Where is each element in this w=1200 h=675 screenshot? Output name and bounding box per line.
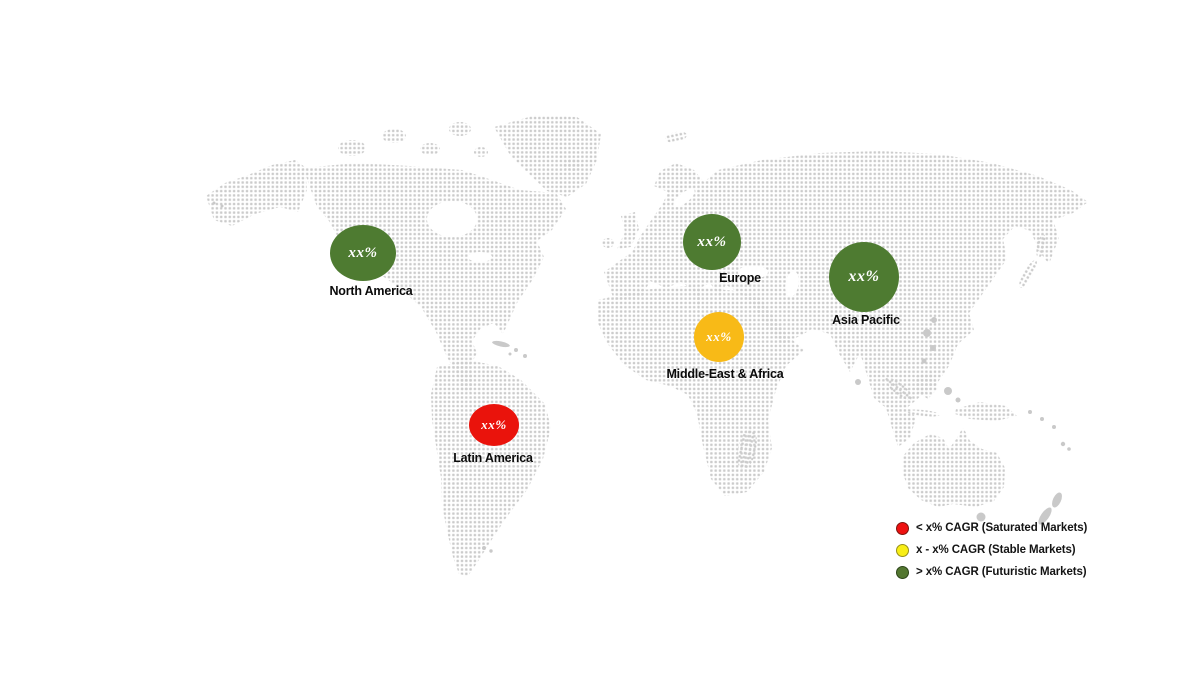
legend-dot-yellow-icon xyxy=(896,543,909,557)
region-label-europe: Europe xyxy=(719,271,761,285)
iceland xyxy=(563,159,583,171)
aleutian-islands xyxy=(220,204,224,208)
sri-lanka xyxy=(855,379,861,385)
philippines xyxy=(930,345,936,351)
region-label-latin-america: Latin America xyxy=(453,451,533,465)
continent-alaska xyxy=(206,160,307,226)
svalbard xyxy=(665,131,687,143)
legend-dot-red-icon xyxy=(896,521,909,535)
new-guinea xyxy=(955,402,1017,421)
falkland-islands xyxy=(489,549,493,553)
baltic-sea xyxy=(673,189,695,207)
arctic-islands xyxy=(474,147,488,157)
caspian-sea xyxy=(785,271,799,297)
taiwan xyxy=(931,317,937,323)
bubble-value: xx% xyxy=(697,233,727,250)
caribbean-islands xyxy=(514,348,518,352)
pacific-islands xyxy=(1040,417,1044,421)
black-sea xyxy=(738,265,768,279)
continents xyxy=(206,115,1088,576)
bubble-value: xx% xyxy=(848,268,880,285)
bubble-europe: xx% xyxy=(683,214,741,270)
continent-africa xyxy=(597,286,804,496)
bubble-value: xx% xyxy=(348,244,378,261)
region-label-middle-east-africa: Middle-East & Africa xyxy=(666,367,784,381)
pacific-islands xyxy=(1060,441,1066,447)
aleutian-islands xyxy=(212,201,216,205)
new-zealand xyxy=(1038,507,1052,525)
bubble-asia-pacific: xx% xyxy=(829,242,899,312)
legend-item-stable: x - x% CAGR (Stable Markets) xyxy=(896,543,1087,557)
great-lakes xyxy=(468,252,492,262)
pacific-islands xyxy=(1052,425,1056,429)
region-label-asia-pacific: Asia Pacific xyxy=(832,313,900,327)
ireland xyxy=(602,238,614,248)
caribbean-islands xyxy=(508,352,512,356)
arctic-islands xyxy=(382,129,406,143)
caribbean-islands xyxy=(523,354,527,358)
continent-north-america xyxy=(303,163,566,393)
sulawesi xyxy=(944,387,952,395)
legend-dot-green-icon xyxy=(896,565,909,579)
continent-south-america xyxy=(431,360,551,576)
arctic-islands xyxy=(449,122,471,136)
arctic-islands xyxy=(338,140,366,156)
bubble-latin-america: xx% xyxy=(469,404,519,446)
continent-australia xyxy=(902,427,1005,507)
great-britain xyxy=(617,212,639,249)
japan xyxy=(1019,259,1037,289)
hudson-bay xyxy=(427,201,477,237)
bubble-middle-east-africa: xx% xyxy=(694,312,744,362)
falkland-islands xyxy=(482,546,486,550)
bubble-north-america: xx% xyxy=(330,225,396,281)
timor xyxy=(955,397,961,403)
new-zealand xyxy=(1052,492,1062,508)
legend-label: x - x% CAGR (Stable Markets) xyxy=(916,544,1076,556)
pacific-islands xyxy=(1067,447,1071,451)
cuba xyxy=(492,340,510,348)
greenland xyxy=(494,115,601,197)
japan xyxy=(1036,234,1046,258)
bubble-value: xx% xyxy=(706,329,732,344)
legend-label: > x% CAGR (Futuristic Markets) xyxy=(916,566,1087,578)
pacific-islands xyxy=(1028,410,1032,414)
madagascar xyxy=(737,428,757,470)
bubble-value: xx% xyxy=(481,417,507,432)
philippines xyxy=(923,329,931,337)
sumatra xyxy=(885,377,913,401)
legend-item-futuristic: > x% CAGR (Futuristic Markets) xyxy=(896,565,1087,579)
legend: < x% CAGR (Saturated Markets) x - x% CAG… xyxy=(896,521,1087,579)
tasmania xyxy=(976,512,986,522)
legend-label: < x% CAGR (Saturated Markets) xyxy=(916,522,1088,534)
philippines xyxy=(921,358,927,364)
arctic-islands xyxy=(420,143,440,155)
region-label-north-america: North America xyxy=(329,284,413,298)
java xyxy=(906,409,940,417)
borneo xyxy=(914,372,938,399)
legend-item-saturated: < x% CAGR (Saturated Markets) xyxy=(896,521,1087,535)
